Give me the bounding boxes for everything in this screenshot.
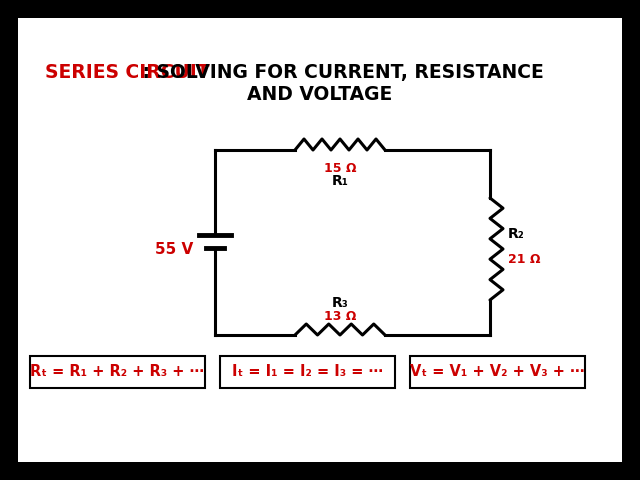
Bar: [30, 356, 205, 388]
Text: AND VOLTAGE: AND VOLTAGE: [248, 85, 392, 104]
Text: 15 Ω: 15 Ω: [324, 162, 356, 175]
Text: Rₜ = R₁ + R₂ + R₃ + ⋯: Rₜ = R₁ + R₂ + R₃ + ⋯: [31, 364, 205, 380]
Text: 13 Ω: 13 Ω: [324, 310, 356, 323]
Text: 55 V: 55 V: [155, 242, 193, 257]
Text: R₃: R₃: [332, 296, 348, 310]
Text: : SOLVING FOR CURRENT, RESISTANCE: : SOLVING FOR CURRENT, RESISTANCE: [45, 63, 544, 82]
Text: Vₜ = V₁ + V₂ + V₃ + ⋯: Vₜ = V₁ + V₂ + V₃ + ⋯: [410, 364, 585, 380]
Text: Iₜ = I₁ = I₂ = I₃ = ⋯: Iₜ = I₁ = I₂ = I₃ = ⋯: [232, 364, 383, 380]
Text: SERIES CIRCUIT: SERIES CIRCUIT: [45, 63, 210, 82]
Bar: [410, 356, 585, 388]
Bar: [220, 356, 395, 388]
Text: R₂: R₂: [508, 227, 525, 241]
Text: 21 Ω: 21 Ω: [508, 253, 541, 266]
Text: R₁: R₁: [332, 174, 348, 188]
